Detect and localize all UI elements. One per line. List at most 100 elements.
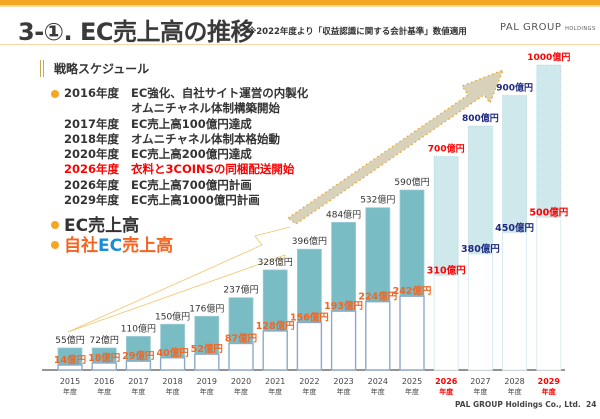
x-tick-label: 2017	[128, 377, 148, 386]
own-ec-sales-bar	[91, 362, 117, 371]
legend-own-ec-sales: 自社EC売上高	[64, 231, 173, 256]
divider	[0, 44, 600, 45]
ec-sales-label: 55億円	[55, 334, 84, 346]
logo-text: PAL GROUP	[500, 22, 562, 33]
footer: PAL GROUP Holdings Co., Ltd. 24	[455, 400, 596, 409]
x-tick-label: 2028	[504, 377, 524, 386]
x-tick-label: 2015	[60, 377, 80, 386]
own-ec-sales-label: 40億円	[156, 347, 188, 359]
x-tick-label: 2022	[299, 377, 319, 386]
own-ec-sales-bar	[433, 275, 459, 371]
growth-arrow	[286, 68, 505, 225]
schedule-item: 2026年度 衣料と3COINSの同梱配送開始	[40, 162, 308, 177]
x-tick-suffix: 年度	[508, 387, 522, 396]
own-ec-sales-bar	[159, 357, 186, 371]
legend-ec-sales: EC売上高	[64, 216, 140, 236]
logo-sub: HOLDINGS	[565, 26, 596, 32]
x-tick-suffix: 年度	[371, 387, 385, 396]
legend-own-suffix: 売上高	[122, 236, 174, 256]
own-ec-sales-label: 500億円	[529, 207, 568, 219]
schedule-text: オムニチャネル体制本格始動	[131, 131, 281, 146]
own-ec-sales-label: 29億円	[122, 350, 154, 362]
own-ec-sales-label: 156億円	[290, 311, 329, 323]
schedule-year: 2020年度	[64, 147, 120, 162]
ec-sales-label: 900億円	[496, 82, 533, 94]
x-tick-label: 2026	[435, 377, 458, 386]
schedule-item: 2026年度 EC売上高700億円計画	[40, 178, 308, 193]
ec-sales-label: 590億円	[394, 176, 429, 188]
schedule-item: オムニチャネル体制構築開始	[40, 101, 308, 116]
x-tick-suffix: 年度	[131, 387, 145, 396]
own-ec-sales-label: 193億円	[324, 300, 363, 312]
x-tick-label: 2027	[470, 377, 490, 386]
ec-sales-label: 1000億円	[527, 51, 570, 63]
top-bar-accent	[0, 5, 600, 7]
schedule-year: 2017年度	[64, 116, 120, 131]
x-tick-label: 2023	[333, 377, 353, 386]
x-tick-suffix: 年度	[302, 387, 316, 396]
x-tick-suffix: 年度	[166, 387, 180, 396]
x-tick-suffix: 年度	[473, 387, 487, 396]
own-ec-sales-bar	[194, 353, 220, 371]
legend-own-prefix: 自社	[64, 236, 98, 256]
x-tick-suffix: 年度	[439, 387, 454, 396]
schedule-year: 2026年度	[64, 177, 120, 192]
own-ec-sales-label: 242億円	[393, 285, 432, 297]
own-ec-sales-bar	[262, 330, 288, 371]
schedule-item: 2020年度 EC売上高200億円達成	[40, 147, 308, 162]
own-ec-sales-label: 87億円	[225, 332, 257, 344]
own-ec-sales-bar	[399, 295, 425, 371]
bullet-icon	[51, 221, 59, 229]
schedule-year	[40, 101, 131, 116]
own-ec-sales-bar	[228, 342, 254, 371]
x-tick-suffix: 年度	[542, 387, 557, 396]
x-tick-suffix: 年度	[200, 387, 214, 396]
legend-own-ec: EC	[98, 236, 123, 256]
own-ec-sales-label: 128億円	[256, 320, 295, 332]
bullet-icon	[51, 90, 59, 98]
x-tick-label: 2025	[402, 377, 422, 386]
x-tick-label: 2021	[265, 377, 285, 386]
ec-sales-label: 237億円	[223, 284, 258, 296]
ec-sales-label: 700億円	[428, 143, 465, 155]
ec-sales-label: 484億円	[326, 208, 361, 220]
top-bar	[0, 0, 600, 5]
ec-sales-label: 396億円	[292, 235, 327, 247]
schedule-heading: 戦略スケジュール	[40, 60, 149, 77]
own-ec-sales-bar	[125, 360, 152, 371]
growth-arrow-outline	[67, 254, 286, 333]
schedule-item: 2017年度 EC売上高100億円達成	[40, 117, 308, 132]
x-tick-label: 2020	[231, 377, 251, 386]
own-ec-sales-bar	[57, 364, 83, 371]
ec-sales-label: 176億円	[189, 302, 224, 314]
own-ec-sales-bar	[296, 321, 323, 371]
schedule-year: 2016年度	[64, 86, 120, 100]
own-ec-sales-bar	[365, 300, 391, 371]
ec-sales-label: 72億円	[89, 334, 118, 346]
schedule-year: 2029年度	[64, 193, 120, 208]
schedule-text: EC売上高700億円計画	[131, 177, 252, 192]
x-tick-label: 2018	[162, 377, 182, 386]
schedule-year: 2026年度	[64, 162, 120, 177]
growth-arrow-outline	[67, 226, 291, 333]
schedule-text: EC売上高200億円達成	[131, 147, 252, 162]
x-tick-label: 2016	[94, 377, 114, 386]
own-ec-sales-bar	[536, 217, 562, 371]
x-tick-label: 2029	[538, 377, 561, 386]
ec-sales-label: 328億円	[258, 256, 293, 268]
own-ec-sales-label: 380億円	[461, 243, 500, 255]
title-note: ※2022年度より「収益認識に関する会計基準」数値適用	[248, 27, 467, 37]
ec-sales-label: 110億円	[121, 322, 156, 334]
page-number: 24	[586, 400, 597, 409]
schedule-text: EC売上高100億円達成	[131, 116, 252, 131]
schedule-text: 衣料と3COINSの同梱配送開始	[131, 162, 295, 177]
schedule-item: 2018年度 オムニチャネル体制本格始動	[40, 132, 308, 147]
own-ec-sales-label: 224億円	[358, 291, 397, 303]
x-tick-label: 2019	[197, 377, 217, 386]
schedule-item: 2029年度 EC売上高1000億円計画	[40, 193, 308, 208]
schedule-item: 2016年度 EC強化、自社サイト運営の内製化	[40, 86, 308, 101]
bullet-icon	[51, 241, 59, 249]
ec-sales-label: 532億円	[360, 194, 395, 206]
own-ec-sales-bar	[502, 232, 528, 371]
